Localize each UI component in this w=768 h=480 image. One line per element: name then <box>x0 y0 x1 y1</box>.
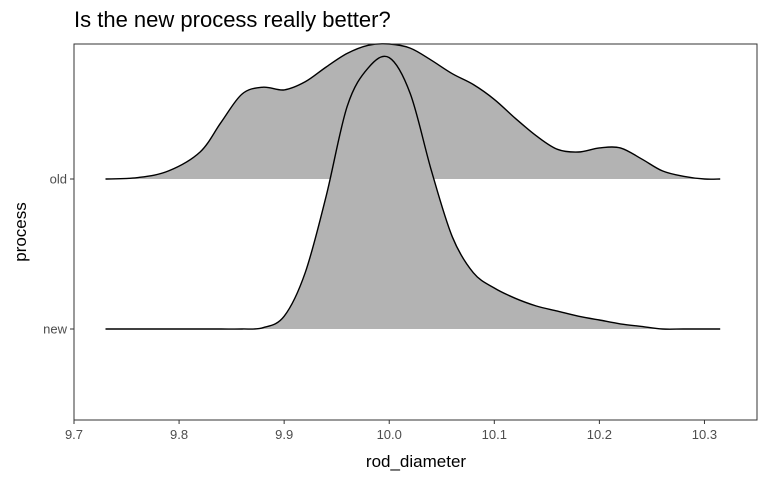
x-axis-title: rod_diameter <box>366 452 467 471</box>
y-axis-title: process <box>11 202 30 262</box>
density-ridges <box>105 43 721 330</box>
density-line-old <box>105 43 721 180</box>
density-area-new <box>105 56 721 330</box>
x-tick-label: 9.8 <box>170 427 188 442</box>
density-line-new <box>105 55 721 330</box>
x-tick-label: 10.0 <box>377 427 402 442</box>
y-tick-label-old: old <box>50 172 67 187</box>
chart-title: Is the new process really better? <box>74 7 391 32</box>
x-tick-label: 10.2 <box>587 427 612 442</box>
y-axis: new old <box>43 172 74 337</box>
x-axis: 9.7 9.8 9.9 10.0 10.1 10.2 10.3 <box>65 420 717 442</box>
x-tick-label: 10.1 <box>482 427 507 442</box>
x-tick-label: 9.7 <box>65 427 83 442</box>
x-tick-label: 10.3 <box>692 427 717 442</box>
x-tick-label: 9.9 <box>275 427 293 442</box>
y-tick-label-new: new <box>43 322 67 337</box>
plot-panel-border <box>73 43 758 421</box>
ridge-new <box>105 55 721 330</box>
